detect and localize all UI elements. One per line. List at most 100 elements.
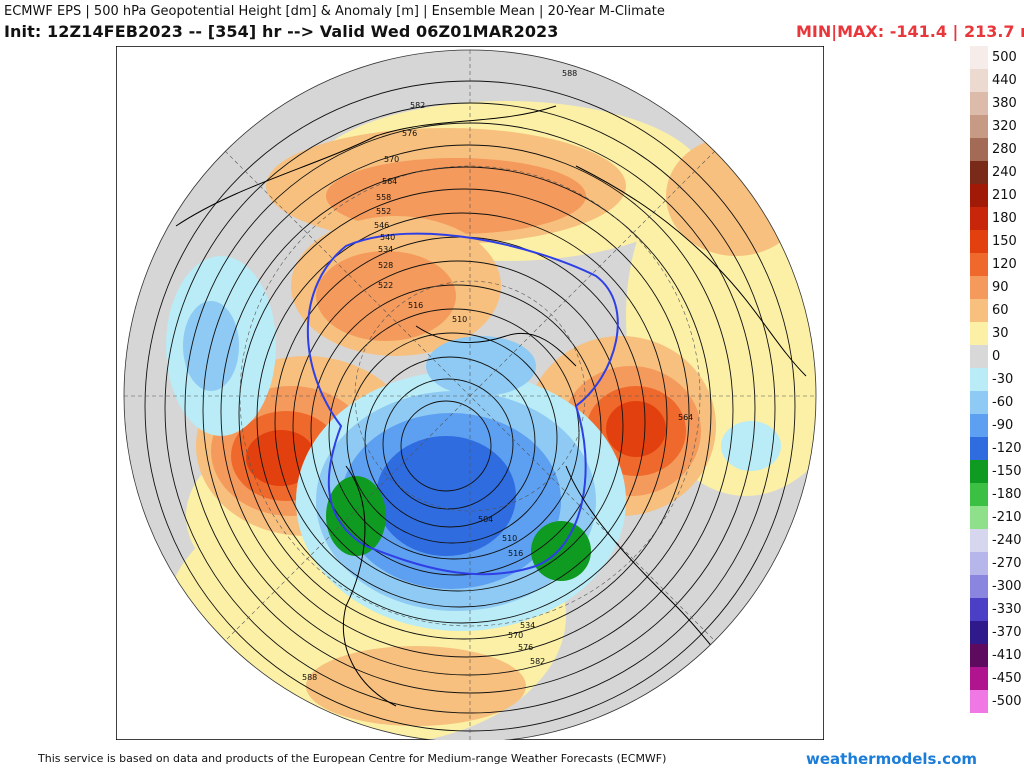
colorbar-swatch bbox=[970, 621, 988, 644]
contour-label: 552 bbox=[376, 207, 391, 216]
colorbar-swatch bbox=[970, 506, 988, 529]
colorbar-level: 150 bbox=[968, 230, 1020, 253]
init-valid-line: Init: 12Z14FEB2023 -- [354] hr --> Valid… bbox=[4, 22, 559, 41]
colorbar-level: -240 bbox=[968, 529, 1022, 552]
contour-label: 582 bbox=[410, 101, 425, 110]
colorbar-swatch bbox=[970, 115, 988, 138]
map-disc bbox=[124, 50, 816, 742]
colorbar-label: -370 bbox=[992, 625, 1022, 640]
anomaly-region bbox=[606, 401, 666, 457]
colorbar-swatch bbox=[970, 322, 988, 345]
colorbar-level: -450 bbox=[968, 667, 1022, 690]
colorbar-level: -330 bbox=[968, 598, 1022, 621]
colorbar-level: 380 bbox=[968, 92, 1020, 115]
colorbar-level: 240 bbox=[968, 161, 1020, 184]
contour-label: 588 bbox=[302, 673, 317, 682]
colorbar-label: -410 bbox=[992, 648, 1022, 663]
colorbar-swatch bbox=[970, 276, 988, 299]
contour-label: 576 bbox=[518, 643, 533, 652]
colorbar-level: 60 bbox=[968, 299, 1020, 322]
polar-map: 588 582 576 570 564 558 552 546 540 534 … bbox=[115, 45, 825, 743]
contour-label: 540 bbox=[380, 233, 395, 242]
colorbar-label: 210 bbox=[992, 188, 1017, 203]
contour-label: 528 bbox=[378, 261, 393, 270]
colorbar-label: 180 bbox=[992, 211, 1017, 226]
colorbar-label: 440 bbox=[992, 73, 1017, 88]
contour-label: 534 bbox=[520, 621, 535, 630]
colorbar-swatch bbox=[970, 552, 988, 575]
colorbar-label: -240 bbox=[992, 533, 1022, 548]
anomaly-region bbox=[246, 430, 316, 486]
colorbar-swatch bbox=[970, 414, 988, 437]
colorbar-level: 180 bbox=[968, 207, 1020, 230]
colorbar-swatch bbox=[970, 92, 988, 115]
colorbar-swatch bbox=[970, 46, 988, 69]
colorbar-label: 240 bbox=[992, 165, 1017, 180]
colorbar-label: 60 bbox=[992, 303, 1009, 318]
colorbar-label: 120 bbox=[992, 257, 1017, 272]
colorbar-swatch bbox=[970, 690, 988, 713]
colorbar-level: -370 bbox=[968, 621, 1022, 644]
contour-label: 546 bbox=[374, 221, 389, 230]
colorbar-label: 90 bbox=[992, 280, 1009, 295]
colorbar-level: -500 bbox=[968, 690, 1022, 713]
contour-label: 564 bbox=[678, 413, 693, 422]
colorbar-label: -270 bbox=[992, 556, 1022, 571]
colorbar-level: 500 bbox=[968, 46, 1020, 69]
contour-label: 516 bbox=[408, 301, 423, 310]
colorbar-label: 500 bbox=[992, 50, 1017, 65]
colorbar-swatch bbox=[970, 253, 988, 276]
colorbar-label: -30 bbox=[992, 372, 1014, 387]
anomaly-region bbox=[721, 421, 781, 471]
colorbar-level: -30 bbox=[968, 368, 1020, 391]
contour-label: 588 bbox=[562, 69, 577, 78]
colorbar-swatch bbox=[970, 391, 988, 414]
colorbar-level: -210 bbox=[968, 506, 1022, 529]
colorbar-label: -450 bbox=[992, 671, 1022, 686]
colorbar-level: 280 bbox=[968, 138, 1020, 161]
colorbar-swatch bbox=[970, 345, 988, 368]
colorbar-swatch bbox=[970, 460, 988, 483]
colorbar-swatch bbox=[970, 69, 988, 92]
map-canvas: 588 582 576 570 564 558 552 546 540 534 … bbox=[115, 45, 825, 743]
colorbar-label: 280 bbox=[992, 142, 1017, 157]
contour-label: 522 bbox=[378, 281, 393, 290]
colorbar-swatch bbox=[970, 529, 988, 552]
anomaly-region bbox=[326, 476, 386, 556]
colorbar-label: -300 bbox=[992, 579, 1022, 594]
anomaly-region bbox=[326, 158, 586, 234]
contour-label: 504 bbox=[478, 515, 493, 524]
anomaly-region bbox=[376, 436, 516, 556]
contour-label: 564 bbox=[382, 177, 397, 186]
colorbar-label: 150 bbox=[992, 234, 1017, 249]
colorbar-swatch bbox=[970, 575, 988, 598]
colorbar-label: -60 bbox=[992, 395, 1014, 410]
colorbar-level: 440 bbox=[968, 69, 1020, 92]
contour-label: 510 bbox=[502, 534, 517, 543]
contour-label: 516 bbox=[508, 549, 523, 558]
contour-label: 570 bbox=[508, 631, 523, 640]
colorbar-level: -300 bbox=[968, 575, 1022, 598]
colorbar-level: -410 bbox=[968, 644, 1022, 667]
colorbar-swatch bbox=[970, 598, 988, 621]
contour-label: 582 bbox=[530, 657, 545, 666]
colorbar-level: 90 bbox=[968, 276, 1020, 299]
colorbar-swatch bbox=[970, 138, 988, 161]
contour-label-group: 588 582 576 570 564 558 552 546 540 534 … bbox=[302, 69, 693, 682]
graticule bbox=[124, 50, 816, 742]
attribution-text: This service is based on data and produc… bbox=[38, 752, 667, 765]
colorbar-level: -270 bbox=[968, 552, 1022, 575]
colorbar-level: 120 bbox=[968, 253, 1020, 276]
colorbar-swatch bbox=[970, 368, 988, 391]
colorbar-level: -150 bbox=[968, 460, 1022, 483]
colorbar-label: -180 bbox=[992, 487, 1022, 502]
min-max-readout: MIN|MAX: -141.4 | 213.7 m bbox=[796, 22, 1024, 41]
colorbar-label: -210 bbox=[992, 510, 1022, 525]
colorbar-label: 30 bbox=[992, 326, 1009, 341]
contour-label: 570 bbox=[384, 155, 399, 164]
brand-link[interactable]: weathermodels.com bbox=[806, 750, 978, 768]
chart-title: ECMWF EPS | 500 hPa Geopotential Height … bbox=[4, 4, 665, 19]
colorbar-level: 30 bbox=[968, 322, 1020, 345]
anomaly-region bbox=[306, 646, 526, 726]
colorbar-level: -180 bbox=[968, 483, 1022, 506]
